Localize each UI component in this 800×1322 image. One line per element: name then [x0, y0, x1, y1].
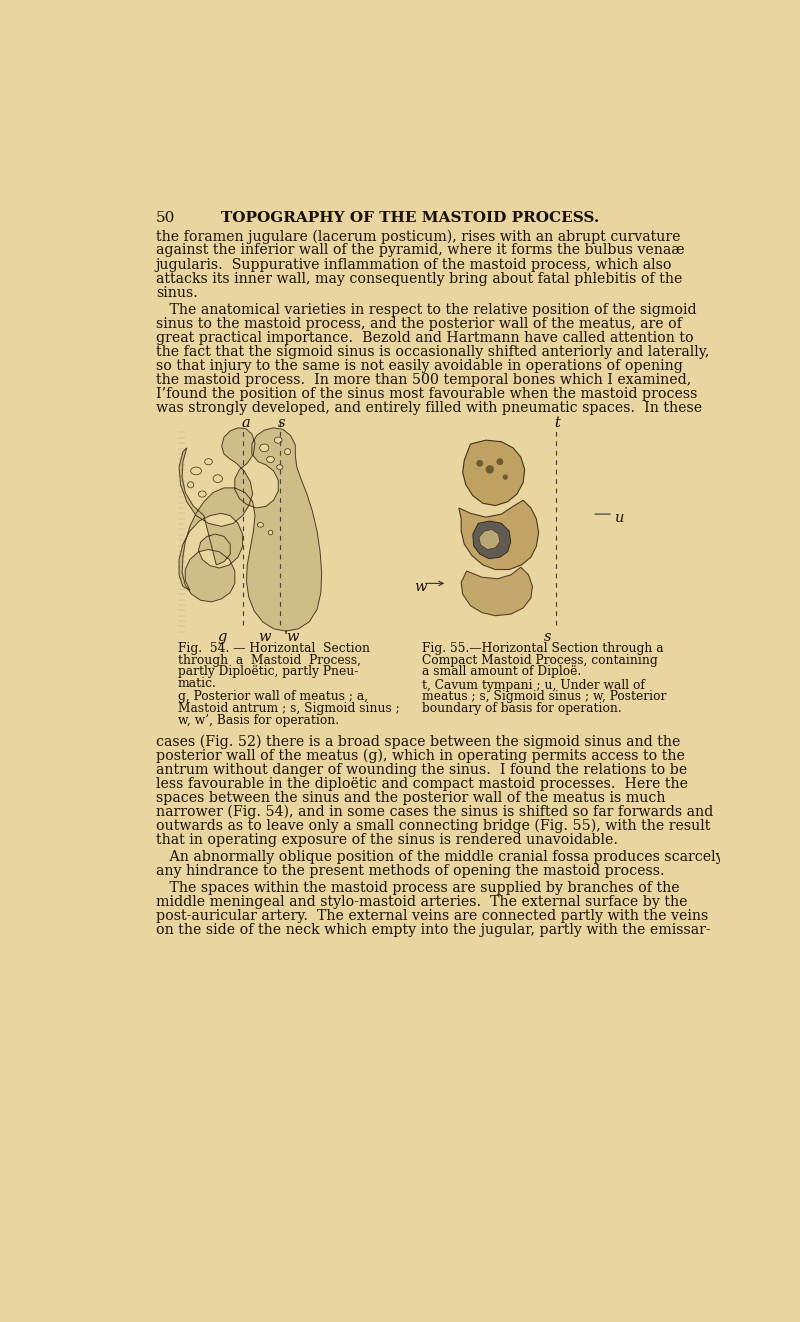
Text: s: s: [278, 416, 285, 430]
Text: attacks its inner wall, may consequently bring about fatal phlebitis of the: attacks its inner wall, may consequently…: [156, 271, 682, 286]
Text: great practical importance.  Bezold and Hartmann have called attention to: great practical importance. Bezold and H…: [156, 330, 694, 345]
Polygon shape: [461, 567, 533, 616]
Text: jugularis.  Suppurative inflammation of the mastoid process, which also: jugularis. Suppurative inflammation of t…: [156, 258, 672, 271]
Text: posterior wall of the meatus (g), which in operating permits access to the: posterior wall of the meatus (g), which …: [156, 748, 685, 763]
Text: meatus ; s, Sigmoid sinus ; w, Posterior: meatus ; s, Sigmoid sinus ; w, Posterior: [422, 690, 666, 703]
Text: the fact that the sigmoid sinus is occasionally shifted anteriorly and laterally: the fact that the sigmoid sinus is occas…: [156, 345, 709, 358]
Text: cases (Fig. 52) there is a broad space between the sigmoid sinus and the: cases (Fig. 52) there is a broad space b…: [156, 735, 680, 750]
Text: sinus.: sinus.: [156, 286, 198, 300]
Ellipse shape: [277, 465, 283, 469]
Text: boundary of basis for operation.: boundary of basis for operation.: [422, 702, 622, 715]
Text: middle meningeal and stylo-mastoid arteries.  The external surface by the: middle meningeal and stylo-mastoid arter…: [156, 895, 687, 910]
Polygon shape: [459, 500, 538, 570]
Circle shape: [477, 460, 483, 467]
Text: 50: 50: [156, 212, 175, 225]
Text: spaces between the sinus and the posterior wall of the meatus is much: spaces between the sinus and the posteri…: [156, 791, 666, 805]
Text: less favourable in the diploëtic and compact mastoid processes.  Here the: less favourable in the diploëtic and com…: [156, 776, 688, 791]
Text: The spaces within the mastoid process are supplied by branches of the: The spaces within the mastoid process ar…: [156, 880, 679, 895]
Text: w: w: [414, 580, 426, 595]
Text: against the inferior wall of the pyramid, where it forms the bulbus venaæ: against the inferior wall of the pyramid…: [156, 243, 685, 258]
Ellipse shape: [190, 467, 202, 475]
Text: w: w: [258, 629, 270, 644]
Text: u: u: [614, 512, 624, 525]
Text: Mastoid antrum ; s, Sigmoid sinus ;: Mastoid antrum ; s, Sigmoid sinus ;: [178, 702, 399, 715]
Ellipse shape: [268, 530, 273, 535]
Ellipse shape: [285, 448, 290, 455]
Circle shape: [486, 465, 494, 473]
Text: s: s: [544, 629, 551, 644]
Text: that in operating exposure of the sinus is rendered unavoidable.: that in operating exposure of the sinus …: [156, 833, 618, 846]
Text: w, w’, Basis for operation.: w, w’, Basis for operation.: [178, 714, 338, 727]
Text: a: a: [241, 416, 250, 430]
Ellipse shape: [198, 490, 206, 497]
Polygon shape: [479, 530, 500, 550]
Text: a small amount of Diploë.: a small amount of Diploë.: [422, 665, 581, 678]
Polygon shape: [462, 440, 525, 505]
Text: partly Diploëtic, partly Pneu-: partly Diploëtic, partly Pneu-: [178, 665, 358, 678]
Text: I’found the position of the sinus most favourable when the mastoid process: I’found the position of the sinus most f…: [156, 387, 697, 401]
Text: antrum without danger of wounding the sinus.  I found the relations to be: antrum without danger of wounding the si…: [156, 763, 687, 776]
Text: so that injury to the same is not easily avoidable in operations of opening: so that injury to the same is not easily…: [156, 358, 682, 373]
Ellipse shape: [266, 456, 274, 463]
Ellipse shape: [274, 438, 282, 443]
Text: through  a  Mastoid  Process,: through a Mastoid Process,: [178, 653, 361, 666]
Text: Compact Mastoid Process, containing: Compact Mastoid Process, containing: [422, 653, 658, 666]
Polygon shape: [473, 521, 510, 559]
Text: any hindrance to the present methods of opening the mastoid process.: any hindrance to the present methods of …: [156, 863, 665, 878]
Text: t: t: [554, 416, 560, 430]
Text: Fig. 55.—Horizontal Section through a: Fig. 55.—Horizontal Section through a: [422, 642, 663, 654]
Ellipse shape: [187, 481, 194, 488]
Circle shape: [503, 475, 508, 480]
Text: matic.: matic.: [178, 677, 216, 690]
Text: post-auricular artery.  The external veins are connected partly with the veins: post-auricular artery. The external vein…: [156, 910, 708, 923]
Polygon shape: [179, 428, 322, 631]
Text: outwards as to leave only a small connecting bridge (Fig. 55), with the result: outwards as to leave only a small connec…: [156, 818, 710, 833]
Text: g, Posterior wall of meatus ; a,: g, Posterior wall of meatus ; a,: [178, 690, 368, 703]
Text: An abnormally oblique position of the middle cranial fossa produces scarcely: An abnormally oblique position of the mi…: [156, 850, 723, 863]
Text: 'w: 'w: [284, 629, 300, 644]
Text: the foramen jugulare (lacerum posticum), rises with an abrupt curvature: the foramen jugulare (lacerum posticum),…: [156, 230, 680, 243]
Text: g: g: [218, 629, 227, 644]
Text: t, Cavum tympani ; u, Under wall of: t, Cavum tympani ; u, Under wall of: [422, 678, 645, 691]
Text: was strongly developed, and entirely filled with pneumatic spaces.  In these: was strongly developed, and entirely fil…: [156, 401, 702, 415]
Ellipse shape: [205, 459, 212, 465]
Ellipse shape: [258, 522, 263, 527]
Text: sinus to the mastoid process, and the posterior wall of the meatus, are of: sinus to the mastoid process, and the po…: [156, 317, 682, 330]
Text: TOPOGRAPHY OF THE MASTOID PROCESS.: TOPOGRAPHY OF THE MASTOID PROCESS.: [221, 212, 599, 225]
Text: The anatomical varieties in respect to the relative position of the sigmoid: The anatomical varieties in respect to t…: [156, 303, 697, 317]
Text: on the side of the neck which empty into the jugular, partly with the emissar-: on the side of the neck which empty into…: [156, 923, 710, 937]
Ellipse shape: [213, 475, 222, 483]
Text: Fig.  54. — Horizontal  Section: Fig. 54. — Horizontal Section: [178, 642, 370, 654]
Circle shape: [497, 459, 503, 465]
Ellipse shape: [260, 444, 269, 452]
Text: the mastoid process.  In more than 500 temporal bones which I examined,: the mastoid process. In more than 500 te…: [156, 373, 691, 387]
Text: narrower (Fig. 54), and in some cases the sinus is shifted so far forwards and: narrower (Fig. 54), and in some cases th…: [156, 805, 713, 820]
